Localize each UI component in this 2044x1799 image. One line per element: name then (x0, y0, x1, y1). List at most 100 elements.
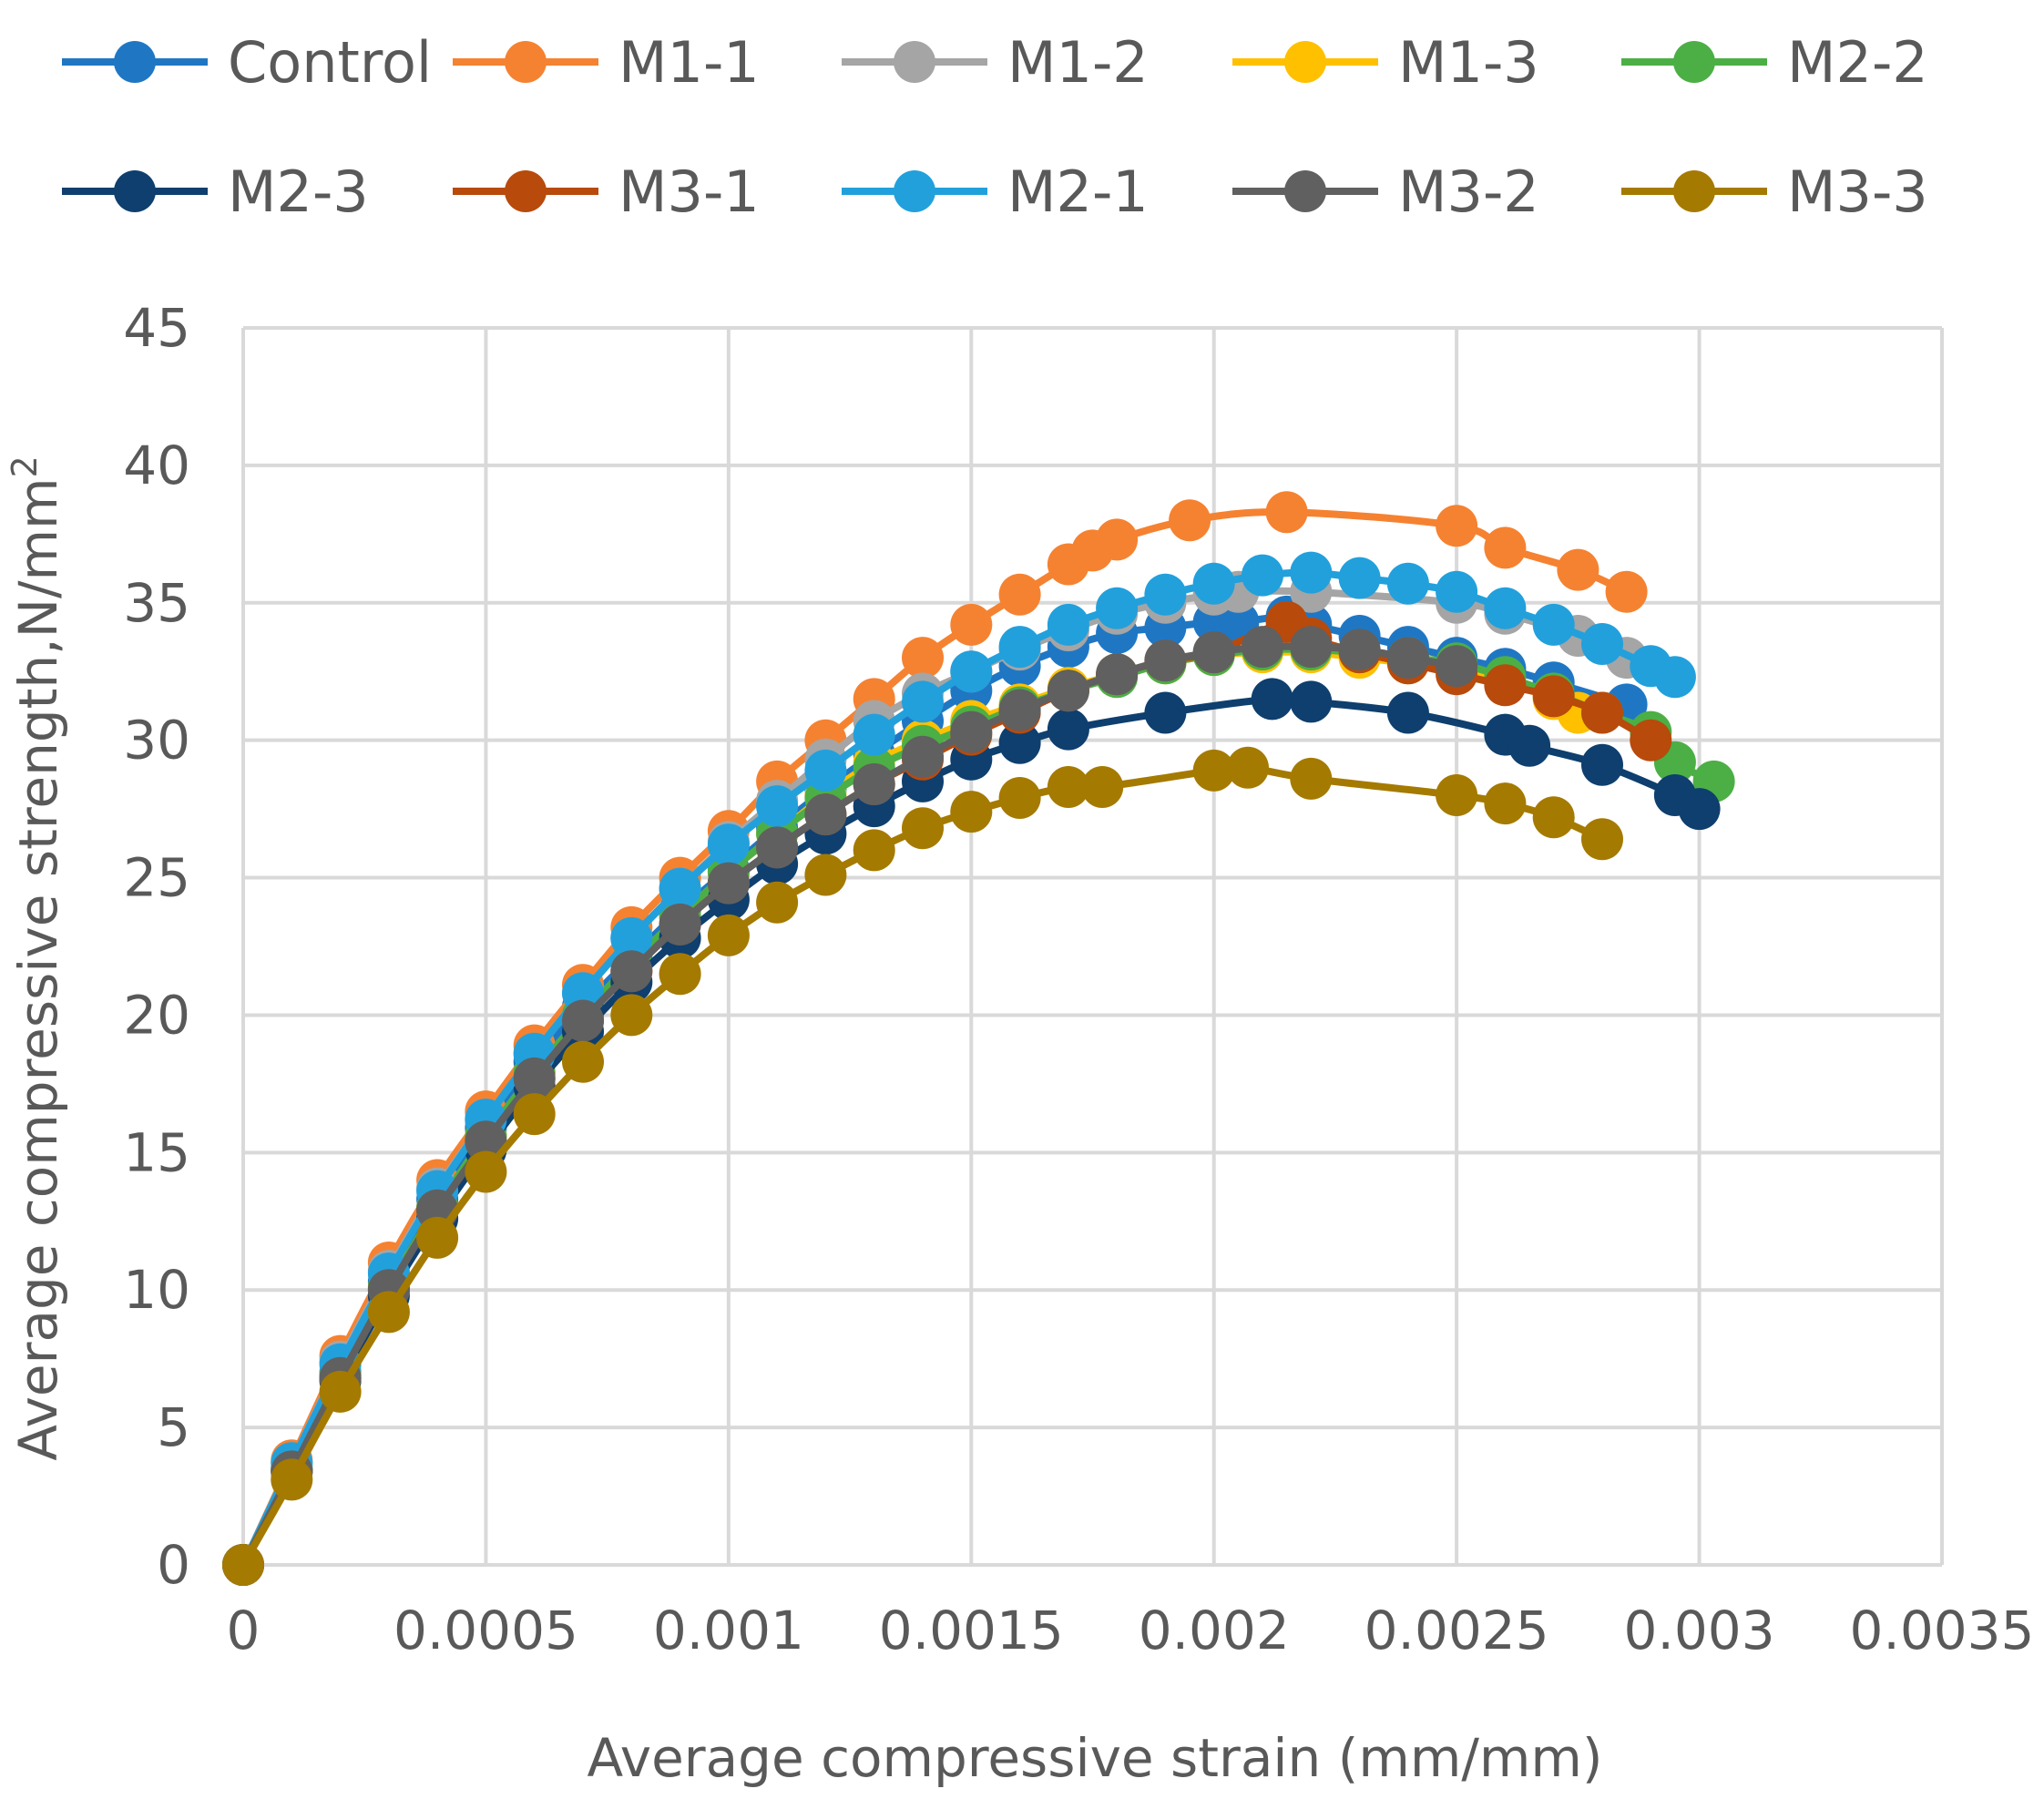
legend-entry-m3-2[interactable]: M3-2 (1232, 158, 1539, 225)
data-point-m3-1 (1532, 675, 1575, 718)
data-point-m3-2 (1338, 629, 1381, 671)
data-point-m3-2 (659, 903, 701, 945)
legend-label: M2-3 (228, 158, 369, 225)
data-point-m3-2 (853, 763, 895, 805)
x-tick-label: 0.001 (653, 1600, 804, 1661)
data-point-m2-3 (1508, 724, 1551, 767)
data-point-m3-3 (1192, 749, 1235, 792)
data-point-m2-1 (707, 823, 750, 866)
data-point-m3-3 (950, 791, 993, 833)
data-point-m1-1 (1265, 491, 1308, 534)
data-point-m3-3 (998, 777, 1041, 819)
data-point-m3-2 (1096, 653, 1139, 696)
data-point-m2-1 (1242, 554, 1283, 597)
data-point-m2-1 (1653, 656, 1696, 699)
legend-entry-m1-3[interactable]: M1-3 (1232, 29, 1539, 96)
legend-entry-control[interactable]: Control (62, 29, 432, 96)
legend-swatch-marker (505, 41, 547, 83)
data-point-m3-2 (1144, 639, 1187, 682)
data-point-m3-3 (659, 953, 701, 996)
data-point-m2-1 (610, 916, 653, 959)
data-point-m3-3 (271, 1458, 313, 1501)
x-tick-label: 0.002 (1139, 1600, 1290, 1661)
data-point-m2-1 (998, 626, 1041, 669)
data-point-m1-1 (1484, 526, 1527, 569)
data-point-m2-1 (1581, 623, 1623, 665)
legend-entry-m2-1[interactable]: M2-1 (842, 158, 1149, 225)
legend-entry-m3-3[interactable]: M3-3 (1621, 158, 1928, 225)
data-point-m1-1 (1096, 518, 1139, 561)
data-point-m2-1 (1047, 603, 1089, 646)
data-point-m2-1 (1386, 562, 1429, 605)
data-point-m1-1 (1605, 570, 1648, 613)
y-axis-title-text: Average compressive strength,N/mm (7, 477, 69, 1460)
x-tick-label: 0.003 (1624, 1600, 1775, 1661)
series-m2-1 (222, 551, 1696, 1586)
y-tick-label: 35 (123, 572, 190, 634)
data-point-m2-1 (804, 749, 847, 792)
data-point-m2-3 (1251, 678, 1293, 721)
data-point-m3-2 (1386, 637, 1429, 680)
legend-swatch-marker (114, 170, 156, 212)
x-tick-label: 0 (227, 1600, 261, 1661)
legend-label: M1-3 (1398, 29, 1539, 96)
data-point-m2-1 (1290, 551, 1333, 594)
data-point-m3-3 (1290, 757, 1333, 800)
data-point-m2-1 (1144, 573, 1187, 616)
data-point-m3-1 (1630, 719, 1672, 762)
legend: Control M1-1 M1-2 M1-3 M2-2 M2-3 M3-1 M2-1 M3-2 M… (62, 29, 1928, 225)
data-point-m1-1 (998, 573, 1041, 616)
legend-swatch-marker (505, 170, 547, 212)
data-point-m3-3 (1581, 818, 1623, 861)
legend-label: Control (228, 29, 432, 96)
legend-entry-m1-1[interactable]: M1-1 (453, 29, 760, 96)
y-axis-title: Average compressive strength,N/mm2 (5, 455, 69, 1460)
x-tick-labels: 0 0.0005 0.001 0.0015 0.002 0.0025 0.003 0.0035 (227, 1600, 2035, 1661)
data-point-m2-3 (1047, 708, 1089, 751)
legend-swatch-marker (1673, 170, 1715, 212)
y-tick-labels: 0 5 10 15 20 25 30 35 40 45 (123, 297, 190, 1596)
data-point-m2-3 (998, 721, 1041, 764)
legend-label: M2-1 (1007, 158, 1149, 225)
data-point-m3-3 (707, 914, 750, 956)
data-point-m3-3 (804, 854, 847, 896)
legend-entry-m2-3[interactable]: M2-3 (62, 158, 369, 225)
data-point-m3-3 (562, 1040, 604, 1083)
data-point-m3-3 (319, 1370, 362, 1413)
data-point-m3-2 (562, 999, 604, 1042)
data-point-m3-1 (1581, 691, 1623, 734)
data-point-m2-1 (756, 785, 799, 828)
data-point-m3-2 (707, 862, 750, 905)
data-point-m2-3 (1678, 788, 1721, 831)
y-tick-label: 45 (123, 297, 190, 359)
legend-label: M1-1 (618, 29, 760, 96)
data-point-m3-2 (756, 826, 799, 869)
data-point-m3-2 (1192, 631, 1235, 674)
series-m3-1 (222, 600, 1672, 1586)
legend-entry-m3-1[interactable]: M3-1 (453, 158, 760, 225)
data-point-m2-1 (1192, 562, 1235, 605)
legend-entry-m2-2[interactable]: M2-2 (1621, 29, 1928, 96)
data-point-m2-1 (659, 867, 701, 910)
data-point-m3-3 (1532, 796, 1575, 839)
data-point-m2-1 (1096, 587, 1139, 629)
x-tick-label: 0.0015 (879, 1600, 1064, 1661)
data-point-m3-2 (1436, 645, 1478, 688)
data-point-m1-1 (1169, 499, 1211, 542)
y-tick-label: 0 (157, 1534, 190, 1596)
data-point-m3-3 (416, 1216, 459, 1259)
legend-swatch-marker (1284, 41, 1326, 83)
data-point-m3-2 (950, 710, 993, 753)
legend-entry-m1-2[interactable]: M1-2 (842, 29, 1149, 96)
data-point-m3-3 (1484, 782, 1527, 825)
data-point-m2-3 (1386, 691, 1429, 734)
series-line-m3-2 (240, 642, 1457, 1567)
x-tick-label: 0.0025 (1364, 1600, 1549, 1661)
data-point-m3-2 (1242, 626, 1283, 669)
data-point-m3-3 (610, 994, 653, 1037)
data-point-m3-2 (465, 1120, 507, 1163)
x-tick-label: 0.0035 (1850, 1600, 2035, 1661)
data-point-m3-3 (1081, 766, 1124, 808)
gridlines (241, 326, 1944, 1567)
